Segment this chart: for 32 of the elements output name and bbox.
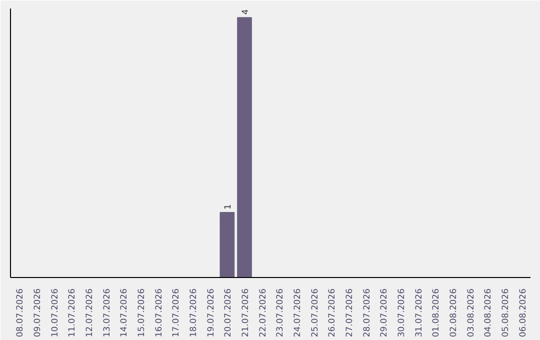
x-tick-label: 04.08.2026 <box>484 288 494 338</box>
x-tick-label: 17.07.2026 <box>172 288 182 338</box>
x-tick-label: 08.07.2026 <box>16 288 26 338</box>
x-tick-label: 09.07.2026 <box>33 288 43 338</box>
x-tick-label: 06.08.2026 <box>518 288 528 338</box>
x-tick-label: 31.07.2026 <box>414 288 424 338</box>
data-label: 1 <box>224 204 234 210</box>
x-tick-label: 15.07.2026 <box>137 288 147 338</box>
x-tick-label: 02.08.2026 <box>449 288 459 338</box>
x-tick-label: 16.07.2026 <box>154 288 164 338</box>
x-tick-label: 24.07.2026 <box>293 288 303 338</box>
x-tick-label: 19.07.2026 <box>206 288 216 338</box>
x-tick-label: 20.07.2026 <box>224 288 234 338</box>
x-tick-label: 30.07.2026 <box>397 288 407 338</box>
x-tick-label: 01.08.2026 <box>432 288 442 338</box>
x-tick-label: 28.07.2026 <box>362 288 372 338</box>
x-tick-label: 11.07.2026 <box>68 288 78 338</box>
x-tick-label: 05.08.2026 <box>501 288 511 338</box>
x-tick-label: 23.07.2026 <box>276 288 286 338</box>
x-tick-label: 26.07.2026 <box>328 288 338 338</box>
x-tick-label: 14.07.2026 <box>120 288 130 338</box>
x-tick-label: 03.08.2026 <box>466 288 476 338</box>
x-tick-label: 25.07.2026 <box>310 288 320 338</box>
x-tick-label: 18.07.2026 <box>189 288 199 338</box>
data-label: 4 <box>241 9 251 15</box>
x-tick-label: 27.07.2026 <box>345 288 355 338</box>
x-tick-label: 22.07.2026 <box>258 288 268 338</box>
x-tick-label: 21.07.2026 <box>241 288 251 338</box>
x-tick-label: 10.07.2026 <box>50 288 60 338</box>
x-tick-label: 29.07.2026 <box>380 288 390 338</box>
x-tick-label: 12.07.2026 <box>85 288 95 338</box>
x-tick-label: 13.07.2026 <box>102 288 112 338</box>
